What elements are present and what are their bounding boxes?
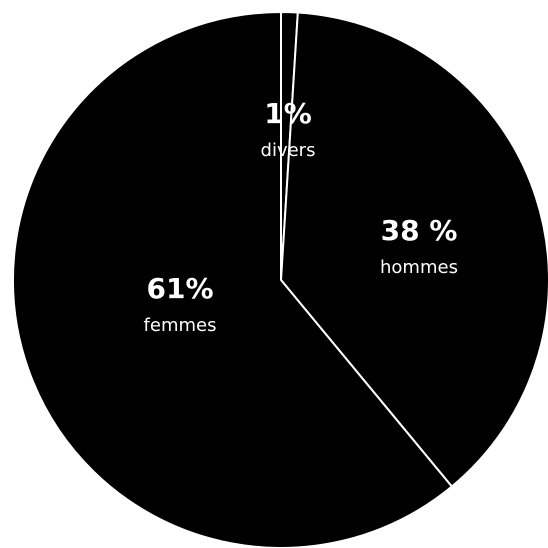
- slice-category-label: femmes: [144, 315, 217, 336]
- slice-value-label: 61%: [146, 272, 213, 305]
- slice-category-label: hommes: [380, 257, 458, 278]
- slice-value-label: 38 %: [381, 214, 458, 247]
- slice-category-label: divers: [261, 140, 316, 161]
- pie-slice: [12, 11, 453, 548]
- pie-slice: [280, 11, 548, 488]
- slice-value-label: 1%: [264, 97, 312, 130]
